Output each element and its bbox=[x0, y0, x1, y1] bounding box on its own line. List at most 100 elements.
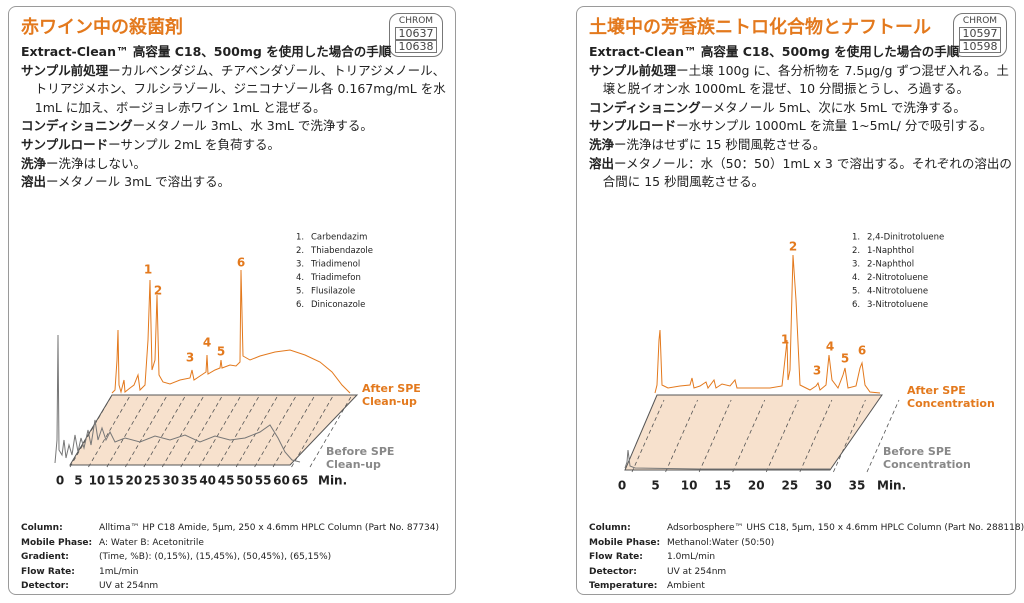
legend-number: 5. bbox=[296, 287, 304, 297]
chrom-badge: CHROM 10597 10598 bbox=[953, 13, 1007, 57]
condition-value: A: Water B: Acetonitrile bbox=[99, 537, 204, 548]
step-label: コンディショニング bbox=[589, 99, 701, 115]
legend-number: 6. bbox=[852, 300, 860, 310]
subtitle: Extract-Clean™ 高容量 C18、500mg を使用した場合の手順 bbox=[21, 44, 392, 59]
x-tick bbox=[665, 399, 698, 473]
condition-value: Ambient bbox=[667, 581, 705, 592]
peak-label: 6 bbox=[237, 256, 245, 270]
condition-label: Flow Rate: bbox=[21, 566, 75, 577]
x-tick bbox=[631, 399, 665, 473]
title: 土壌中の芳香族ニトロ化合物とナフトール bbox=[589, 17, 931, 38]
legend-number: 1. bbox=[296, 233, 304, 243]
step: サンプルロードー水サンプル 1000mL を流量 1~5mL/ 分で吸引する。 bbox=[589, 117, 1015, 136]
after-label: After SPE bbox=[362, 382, 421, 395]
x-tick-label: 55 bbox=[255, 474, 272, 488]
condition-row: Flow Rate: 1mL/min bbox=[21, 565, 439, 580]
peak-label: 1 bbox=[144, 263, 152, 277]
condition-label: Column: bbox=[589, 523, 631, 533]
x-tick-label: 10 bbox=[681, 479, 698, 493]
step-text: ー土壌 100g に、各分析物を 7.5µg/g ずつ混ぜ入れる。土壌と脱イオン… bbox=[602, 62, 1009, 97]
step: 溶出ーメタノール：水（50：50）1mL x 3 で溶出する。それぞれの溶出の合… bbox=[589, 155, 1015, 192]
step-label: 溶出 bbox=[589, 155, 615, 171]
legend-name: 1-Naphthol bbox=[867, 246, 914, 256]
legend-number: 4. bbox=[852, 273, 860, 283]
procedure: Extract-Clean™ 高容量 C18、500mg を使用した場合の手順サ… bbox=[21, 43, 455, 192]
legend-number: 6. bbox=[296, 300, 304, 310]
before-label: Concentration bbox=[883, 458, 971, 471]
step: コンディショニングーメタノール 3mL、水 3mL で洗浄する。 bbox=[21, 117, 455, 136]
peak-label: 4 bbox=[203, 336, 211, 350]
legend-number: 2. bbox=[296, 246, 304, 256]
condition-label: Detector: bbox=[21, 581, 69, 592]
x-tick-label: 35 bbox=[181, 474, 198, 488]
peak-label: 5 bbox=[841, 352, 849, 366]
condition-row: Column: Alltima™ HP C18 Amide, 5µm, 250 x… bbox=[21, 521, 439, 536]
chart-floor bbox=[624, 394, 883, 471]
legend-name: Diniconazole bbox=[311, 300, 365, 310]
legend-name: 4-Nitrotoluene bbox=[867, 287, 928, 297]
legend-number: 5. bbox=[852, 287, 860, 297]
x-tick-label: 40 bbox=[199, 474, 216, 488]
x-unit: Min. bbox=[318, 474, 347, 488]
condition-row: Column: Adsorbosphere™ UHS C18, 5µm, 150 … bbox=[589, 521, 1024, 536]
legend-number: 2. bbox=[852, 246, 860, 256]
before-label: Clean-up bbox=[326, 458, 381, 471]
conditions: Column: Alltima™ HP C18 Amide, 5µm, 250 x… bbox=[21, 521, 439, 594]
before-label: Before SPE bbox=[883, 445, 951, 458]
condition-label: Flow Rate: bbox=[589, 552, 643, 563]
x-tick bbox=[833, 399, 866, 473]
x-tick-label: 65 bbox=[292, 474, 309, 488]
x-unit: Min. bbox=[877, 479, 906, 493]
step-label: コンディショニング bbox=[21, 118, 133, 134]
chrom-label: CHROM bbox=[962, 16, 998, 26]
step-text: ー水サンプル 1000mL を流量 1~5mL/ 分で吸引する。 bbox=[676, 118, 993, 134]
peak-label: 5 bbox=[217, 345, 225, 359]
step-label: サンプルロード bbox=[21, 136, 109, 152]
x-tick-label: 20 bbox=[748, 479, 765, 493]
step-label: サンプル前処理 bbox=[589, 62, 677, 78]
step-text: ーサンプル 2mL を負荷する。 bbox=[108, 136, 281, 152]
legend-name: Carbendazim bbox=[311, 233, 367, 243]
condition-row: Mobile Phase: A: Water B: Acetonitrile bbox=[21, 536, 439, 551]
condition-value: 1.0mL/min bbox=[667, 552, 716, 563]
condition-label: Gradient: bbox=[21, 552, 69, 563]
condition-label: Column: bbox=[21, 523, 63, 533]
condition-value: UV at 254nm bbox=[99, 581, 159, 592]
peak-label: 2 bbox=[789, 240, 797, 254]
legend-name: 2,4-Dinitrotoluene bbox=[867, 233, 944, 243]
condition-row: Temperature: Ambient bbox=[589, 579, 1024, 594]
peak-label: 3 bbox=[186, 351, 194, 365]
x-tick-label: 15 bbox=[714, 479, 731, 493]
step-text: ーメタノール 3mL で溶出する。 bbox=[46, 174, 231, 190]
subtitle: Extract-Clean™ 高容量 C18、500mg を使用した場合の手順 bbox=[589, 44, 960, 59]
step-label: サンプルロード bbox=[589, 118, 677, 134]
legend-name: Triadimenol bbox=[310, 260, 360, 270]
condition-label: Mobile Phase: bbox=[21, 537, 93, 548]
condition-label: Temperature: bbox=[589, 581, 658, 592]
panel: 土壌中の芳香族ニトロ化合物とナフトール CHROM 10597 10598 Extrac… bbox=[576, 6, 1024, 595]
condition-row: Mobile Phase: Methanol:Water (50:50) bbox=[589, 536, 1024, 551]
legend-name: Thiabendazole bbox=[310, 246, 373, 256]
chrom-number: 10637 bbox=[395, 27, 437, 40]
step: コンディショニングーメタノール 5mL、次に水 5mL で洗浄する。 bbox=[589, 99, 1015, 118]
step-text: ー洗浄はせずに 15 秒間風乾させる。 bbox=[614, 136, 826, 152]
panel: 赤ワイン中の殺菌剤 CHROM 10637 10638 Extract-Clean™ 高… bbox=[8, 6, 456, 595]
peak-label: 1 bbox=[781, 333, 789, 347]
condition-value: UV at 254nm bbox=[667, 566, 727, 577]
legend-name: 2-Nitrotoluene bbox=[867, 273, 928, 283]
x-tick-label: 15 bbox=[107, 474, 124, 488]
step-text: ーカルベンダジム、チアベンダゾール、トリアジメノール、トリアジメホン、フルシラゾ… bbox=[34, 62, 446, 115]
x-tick-label: 30 bbox=[815, 479, 832, 493]
x-tick bbox=[799, 399, 833, 473]
condition-value: (Time, %B): (0,15%), (15,45%), (50,45%),… bbox=[99, 552, 332, 563]
x-tick-label: 35 bbox=[849, 479, 866, 493]
legend-name: 2-Naphthol bbox=[867, 260, 914, 270]
before-label: Before SPE bbox=[326, 445, 394, 458]
step-text: ーメタノール 5mL、次に水 5mL で洗浄する。 bbox=[700, 99, 966, 115]
x-tick-label: 30 bbox=[162, 474, 179, 488]
step: 溶出ーメタノール 3mL で溶出する。 bbox=[21, 173, 455, 192]
step-label: 溶出 bbox=[21, 174, 47, 190]
after-label: Clean-up bbox=[362, 395, 417, 408]
